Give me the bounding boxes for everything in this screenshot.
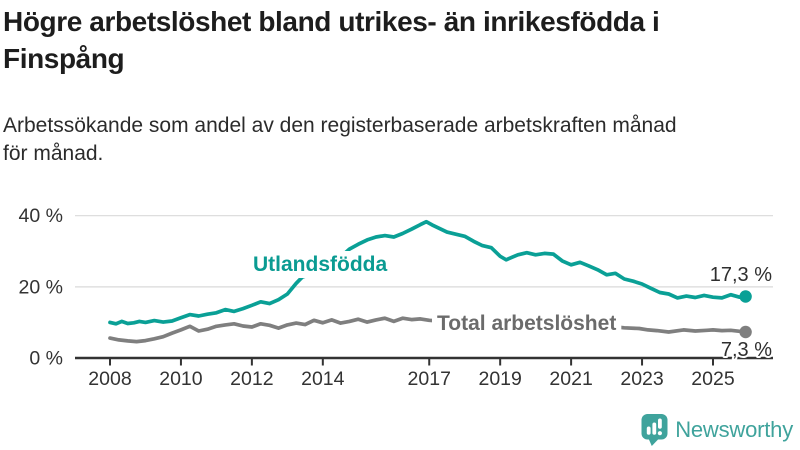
series-line [108,316,748,344]
series-label-mask [248,251,393,278]
series-end-value-label: 7,3 % [721,339,772,361]
x-tick-label: 2025 [691,368,735,390]
x-tick-label: 2012 [230,368,273,390]
x-tick-label: 2017 [408,368,451,390]
newsworthy-logo-icon [641,414,668,446]
x-tick-label: 2023 [620,368,663,390]
title-line-2: Finspång [3,43,125,74]
newsworthy-logo-text: Newsworthy [675,417,793,442]
series-label: Total arbetslöshet [437,312,616,335]
series-label-mask [432,310,622,337]
series-end-value-label: 17,3 % [710,264,772,286]
y-tick-label: 40 % [19,205,63,227]
chart-subtitle: Arbetssökande som andel av den registerb… [3,112,797,168]
series-end-dot [739,290,752,303]
title-line-1: Högre arbetslöshet bland utrikes- än inr… [3,6,660,37]
x-tick-label: 2010 [159,368,203,390]
x-tick-label: 2008 [88,368,131,390]
y-tick-label: 0 % [29,348,63,370]
x-tick-label: 2019 [478,368,521,390]
subtitle-line-2: för månad. [3,142,104,165]
y-tick-label: 20 % [19,276,63,298]
series-end-dot [739,325,752,339]
page-title: Högre arbetslöshet bland utrikes- än inr… [3,3,797,77]
series-line [108,219,748,326]
series-label: Utlandsfödda [253,253,387,276]
subtitle-line-1: Arbetssökande som andel av den registerb… [3,114,677,137]
branding: Newsworthy [641,413,793,447]
x-tick-label: 2021 [549,368,592,390]
x-tick-label: 2014 [301,368,345,390]
